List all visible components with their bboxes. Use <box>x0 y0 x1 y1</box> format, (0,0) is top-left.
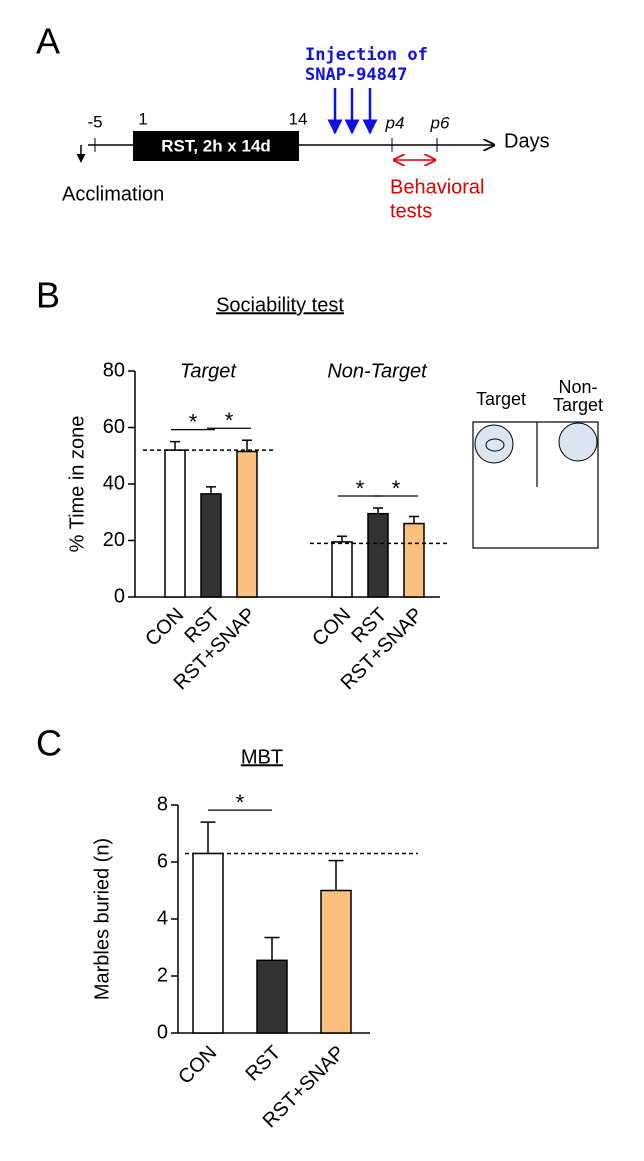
bar <box>367 512 389 598</box>
y-tick-label: 0 <box>114 585 125 607</box>
target-cage <box>474 424 514 464</box>
arena <box>472 421 599 549</box>
arena-label: Target <box>476 389 526 409</box>
nontarget-cage <box>558 422 598 462</box>
injection-label: SNAP-94847 <box>305 65 407 85</box>
chart-title: MBT <box>241 746 283 768</box>
bar <box>256 959 288 1034</box>
y-tick-label: 80 <box>103 359 125 381</box>
tick-label: p4 <box>385 113 405 132</box>
bar <box>331 541 353 598</box>
tick-label: 14 <box>289 109 308 128</box>
significance-label: * <box>392 476 401 501</box>
group-label: Target <box>180 360 237 382</box>
tick-label: -5 <box>87 112 102 131</box>
y-tick-label: 60 <box>103 416 125 438</box>
y-tick-label: 2 <box>157 964 168 986</box>
tick-label: 1 <box>138 109 147 128</box>
y-tick-label: 4 <box>157 907 168 929</box>
arena-label: Non- <box>558 377 597 397</box>
bar <box>192 852 224 1034</box>
behavior-label: Behavioral <box>390 176 485 198</box>
significance-label: * <box>189 409 198 434</box>
bar <box>236 450 258 598</box>
acclimation-label: Acclimation <box>62 183 164 205</box>
rst-box-label: RST, 2h x 14d <box>161 136 271 155</box>
bar <box>200 493 222 598</box>
y-tick-label: 8 <box>157 793 168 815</box>
y-tick-label: 6 <box>157 850 168 872</box>
mouse-icon <box>485 438 505 452</box>
panel-label: B <box>36 275 60 316</box>
x-tick-label: CON <box>174 1042 221 1089</box>
panel-label: C <box>36 723 62 764</box>
y-axis-label: % Time in zone <box>66 416 88 553</box>
arena-label: Target <box>553 395 603 415</box>
y-tick-label: 20 <box>103 529 125 551</box>
bar <box>164 449 186 598</box>
significance-label: * <box>236 790 245 815</box>
bar <box>320 889 352 1034</box>
axis-label: Days <box>504 130 550 152</box>
significance-label: * <box>225 408 234 433</box>
behavior-label: tests <box>390 200 432 222</box>
x-tick-label: CON <box>141 604 188 651</box>
x-tick-label: CON <box>308 604 355 651</box>
group-label: Non-Target <box>327 360 428 382</box>
x-tick-label: RST <box>241 1042 285 1086</box>
panel-label: A <box>36 21 60 62</box>
y-tick-label: 40 <box>103 472 125 494</box>
injection-label: Injection of <box>305 45 428 65</box>
y-axis-label: Marbles buried (n) <box>91 838 113 1000</box>
tick-label: p6 <box>430 113 450 132</box>
bar <box>403 522 425 598</box>
chart-title: Sociability test <box>216 294 344 316</box>
significance-label: * <box>356 476 365 501</box>
rst-box <box>133 131 299 161</box>
y-tick-label: 0 <box>157 1021 168 1043</box>
